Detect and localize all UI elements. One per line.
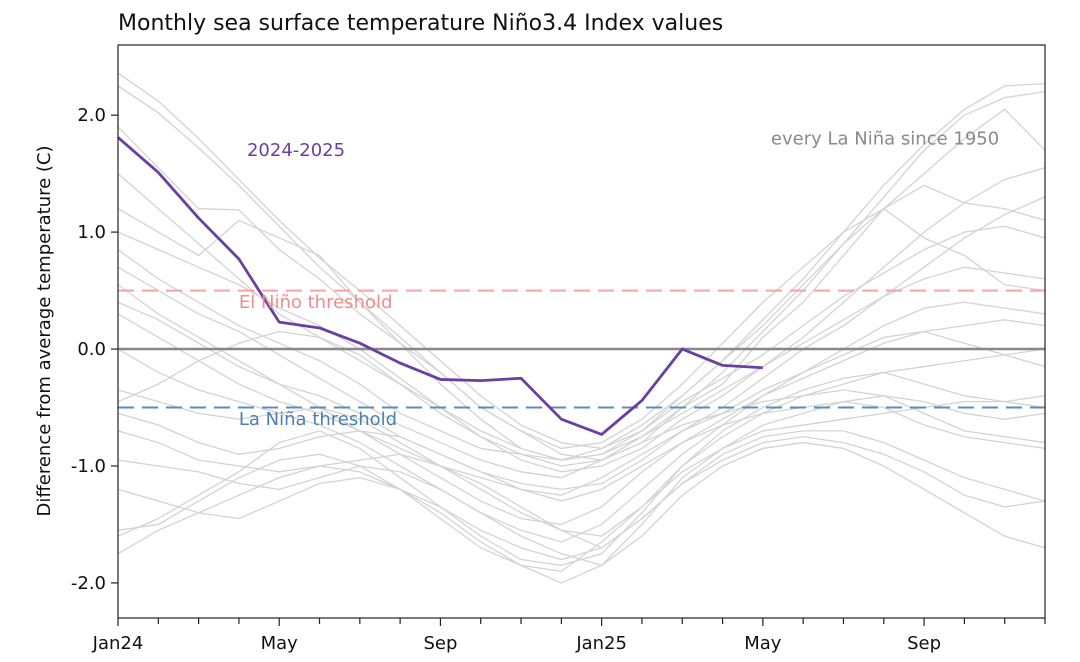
y-tick-label: 2.0 — [77, 105, 106, 126]
background-series-line-14 — [118, 441, 1045, 567]
y-tick-label: 1.0 — [77, 222, 106, 243]
threshold-lines-group — [118, 289, 1045, 409]
background-series-line-4 — [118, 173, 1045, 461]
background-series-line-12 — [118, 401, 1045, 502]
y-axis-ticks: 2.0 1.0 0.0 -1.0 -2.0 — [71, 105, 118, 594]
annotation-every-la-nina: every La Niña since 1950 — [771, 128, 999, 149]
chart-title: Monthly sea surface temperature Niño3.4 … — [118, 11, 723, 36]
background-series-line-5 — [118, 207, 1045, 450]
highlight-series-line-2024-2025 — [118, 136, 763, 436]
y-axis-label: Difference from average temperature (C) — [34, 145, 55, 516]
annotations-group: 2024-2025 every La Niña since 1950 El Niño… — [239, 128, 999, 430]
x-axis-ticks: Jan24 May Sep Jan25 May Sep — [92, 618, 1046, 654]
y-tick-label: -2.0 — [71, 573, 106, 594]
highlight-series-group — [118, 136, 763, 436]
annotation-el-nino-threshold: El Niño threshold — [239, 292, 392, 313]
background-series-line-16 — [118, 395, 1045, 572]
y-tick-label: -1.0 — [71, 456, 106, 477]
background-series-line-6 — [118, 225, 1045, 461]
background-series-line-21 — [118, 167, 1045, 473]
x-tick-label: May — [744, 633, 782, 654]
annotation-2024-2025: 2024-2025 — [247, 140, 345, 161]
background-series-line-18 — [118, 395, 1045, 584]
x-tick-label: Sep — [907, 633, 941, 654]
annotation-la-nina-threshold: La Niña threshold — [239, 409, 397, 430]
x-tick-label: Jan25 — [575, 633, 627, 654]
background-series-line-15 — [118, 436, 1045, 561]
y-tick-label: 0.0 — [77, 339, 106, 360]
x-tick-label: May — [261, 633, 299, 654]
x-tick-label: Jan24 — [92, 633, 144, 654]
background-series-line-11 — [118, 371, 1045, 537]
x-tick-label: Sep — [423, 633, 457, 654]
plot-frame — [117, 44, 1046, 619]
background-series-line-13 — [118, 430, 1045, 549]
background-series-line-9 — [118, 313, 1045, 526]
background-series-group — [118, 72, 1045, 584]
background-series-line-19 — [118, 330, 1045, 467]
background-series-line-17 — [118, 348, 1045, 567]
